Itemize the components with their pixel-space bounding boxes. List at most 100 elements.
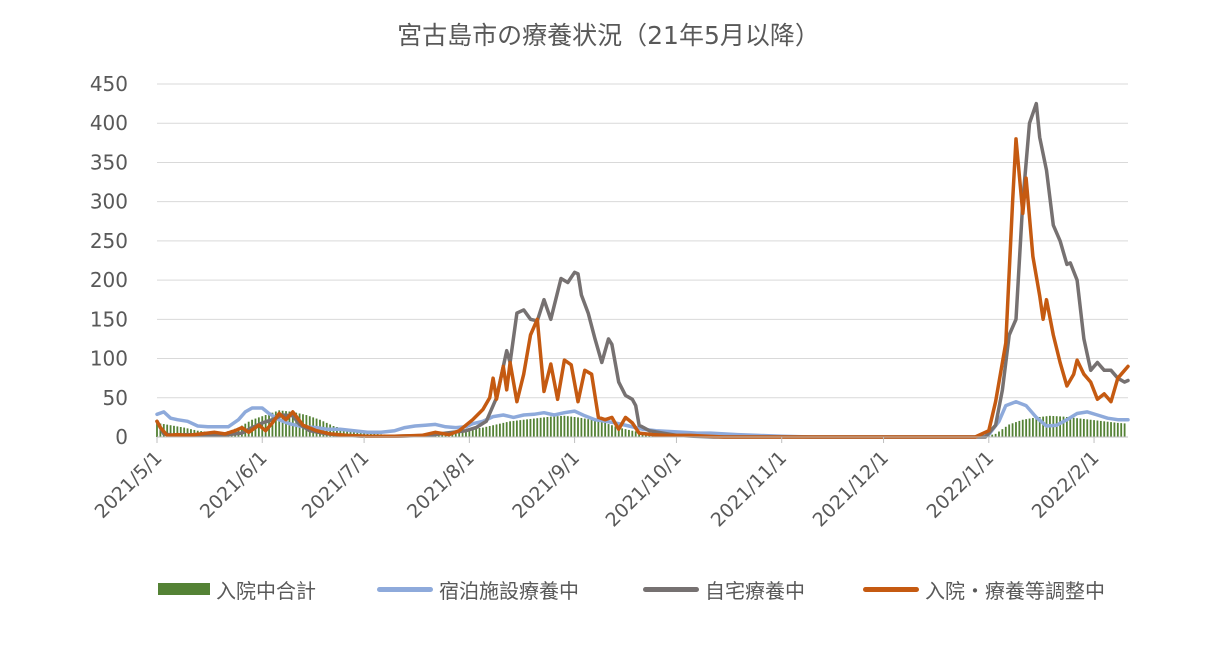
bar-0 bbox=[1110, 422, 1112, 437]
x-tick-label: 2021/9/1 bbox=[508, 447, 584, 523]
bar-0 bbox=[998, 431, 1000, 437]
y-tick-label: 350 bbox=[90, 150, 128, 174]
bar-0 bbox=[573, 416, 576, 437]
chart-title: 宮古島市の療養状況（21年5月以降） bbox=[397, 21, 820, 50]
bar-0 bbox=[1082, 418, 1085, 437]
y-tick-label: 50 bbox=[103, 386, 128, 410]
bar-0 bbox=[156, 422, 158, 437]
legend-swatch-adjusting bbox=[863, 586, 919, 592]
bar-0 bbox=[1021, 419, 1024, 437]
bar-0 bbox=[600, 422, 603, 437]
bar-0 bbox=[546, 416, 549, 437]
bar-0 bbox=[169, 425, 172, 437]
legend-swatch-inpatient bbox=[158, 583, 210, 595]
bar-0 bbox=[1116, 422, 1119, 437]
bar-0 bbox=[1089, 419, 1092, 437]
bar-0 bbox=[488, 426, 491, 437]
line-series bbox=[155, 101, 1130, 439]
y-tick-label: 250 bbox=[90, 229, 128, 253]
legend-item-home[interactable]: 自宅療養中 bbox=[643, 572, 805, 606]
bar-0 bbox=[1032, 417, 1034, 437]
legend-item-adjusting[interactable]: 入院・療養等調整中 bbox=[863, 572, 1105, 606]
bar-0 bbox=[1028, 418, 1031, 437]
bar-0 bbox=[607, 424, 610, 437]
bar-0 bbox=[468, 429, 471, 437]
series-line-2 bbox=[155, 101, 1130, 439]
bar-0 bbox=[1011, 423, 1014, 437]
bar-0 bbox=[274, 411, 277, 437]
chart-legend: 入院中合計 宿泊施設療養中 自宅療養中 入院・療養等調整中 bbox=[0, 572, 1217, 608]
y-tick-label: 0 bbox=[115, 425, 128, 449]
bar-0 bbox=[1062, 416, 1065, 437]
bar-0 bbox=[281, 410, 284, 437]
legend-label-hotel: 宿泊施設療養中 bbox=[439, 578, 579, 603]
bar-0 bbox=[264, 415, 267, 437]
bar-0 bbox=[332, 426, 335, 437]
bar-0 bbox=[994, 433, 997, 437]
bar-0 bbox=[502, 422, 505, 437]
y-tick-label: 200 bbox=[90, 268, 128, 292]
bar-0 bbox=[1079, 418, 1082, 437]
bar-0 bbox=[499, 423, 501, 437]
bar-0 bbox=[526, 419, 528, 437]
bar-0 bbox=[624, 429, 627, 437]
bar-0 bbox=[594, 420, 596, 437]
bar-0 bbox=[583, 418, 586, 437]
bar-0 bbox=[492, 425, 495, 437]
bar-0 bbox=[991, 434, 994, 437]
bar-0 bbox=[183, 427, 186, 437]
bar-0 bbox=[278, 410, 281, 437]
bar-0 bbox=[346, 429, 349, 437]
bar-0 bbox=[1008, 424, 1011, 437]
y-tick-label: 450 bbox=[90, 72, 128, 96]
bar-0 bbox=[566, 416, 569, 437]
x-tick-label: 2021/8/1 bbox=[403, 447, 479, 523]
bar-0 bbox=[1015, 422, 1017, 437]
bar-0 bbox=[173, 425, 175, 437]
bar-0 bbox=[577, 417, 579, 437]
bar-0 bbox=[1001, 429, 1004, 437]
bar-0 bbox=[522, 419, 525, 437]
bar-0 bbox=[482, 427, 484, 437]
bar-0 bbox=[556, 416, 559, 437]
bar-0 bbox=[458, 430, 461, 437]
axes: 0 50 100 150 200 250 300 350 400 450 2021/5/1 2021/… bbox=[90, 72, 1128, 531]
bar-0 bbox=[1113, 422, 1116, 437]
bar-0 bbox=[1086, 419, 1089, 437]
legend-item-inpatient[interactable]: 入院中合計 bbox=[158, 572, 316, 606]
bar-0 bbox=[631, 430, 634, 437]
bar-0 bbox=[1072, 417, 1075, 437]
bar-0 bbox=[604, 422, 607, 437]
bar-0 bbox=[1099, 420, 1102, 437]
bar-0 bbox=[1069, 417, 1072, 437]
legend-item-hotel[interactable]: 宿泊施設療養中 bbox=[377, 572, 579, 606]
x-tick-label: 2021/6/1 bbox=[196, 447, 272, 523]
bar-0 bbox=[471, 428, 474, 437]
bar-0 bbox=[1123, 423, 1126, 437]
bar-0 bbox=[512, 420, 515, 437]
bar-0 bbox=[553, 416, 556, 437]
bar-0 bbox=[485, 426, 488, 437]
legend-label-adjusting: 入院・療養等調整中 bbox=[925, 578, 1105, 603]
bar-0 bbox=[628, 429, 630, 437]
bar-0 bbox=[563, 415, 566, 437]
bar-0 bbox=[539, 417, 542, 437]
bar-0 bbox=[536, 418, 539, 437]
bar-0 bbox=[478, 427, 481, 437]
bar-0 bbox=[461, 430, 464, 437]
x-tick-label: 2021/10/1 bbox=[602, 447, 686, 531]
legend-swatch-hotel bbox=[377, 586, 433, 592]
bar-0 bbox=[1103, 421, 1106, 437]
bar-0 bbox=[560, 416, 562, 437]
bar-0 bbox=[336, 426, 338, 437]
bar-0 bbox=[621, 428, 624, 437]
bar-0 bbox=[186, 428, 189, 437]
legend-swatch-home bbox=[643, 586, 699, 592]
series-line-1 bbox=[155, 399, 1130, 439]
bar-0 bbox=[590, 419, 593, 437]
bar-0 bbox=[1076, 418, 1078, 437]
x-tick-label: 2022/1/1 bbox=[922, 447, 998, 523]
bar-0 bbox=[465, 429, 467, 437]
bar-0 bbox=[495, 424, 498, 437]
